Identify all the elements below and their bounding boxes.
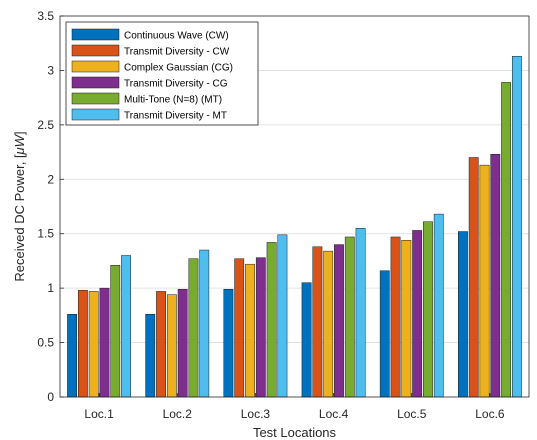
legend-swatch — [71, 44, 120, 57]
legend-swatch — [71, 92, 120, 105]
bar — [423, 221, 433, 398]
bar — [344, 236, 355, 398]
bar — [512, 56, 522, 398]
x-tick-label: Loc.4 — [319, 407, 349, 421]
bars-group — [67, 56, 522, 398]
bar — [490, 153, 501, 398]
bar — [312, 246, 323, 398]
bar — [301, 282, 312, 398]
bar — [234, 258, 245, 398]
bar — [468, 157, 479, 398]
legend: Continuous Wave (CW) Transmit Diversity -… — [65, 21, 259, 126]
grid-lines — [60, 70, 529, 343]
x-tick-label: Loc.2 — [163, 407, 193, 421]
bar — [479, 164, 490, 398]
bar — [266, 242, 277, 398]
bar — [379, 270, 390, 398]
bar — [433, 213, 444, 398]
y-tick-label: 3.5 — [37, 9, 54, 23]
bar — [390, 236, 401, 398]
bar — [145, 314, 156, 398]
y-axis-label-suffix: ] — [12, 131, 27, 135]
y-axis-label-main: Received DC Power, [ — [12, 154, 27, 282]
bar — [355, 228, 366, 398]
y-tick-label: 0 — [47, 390, 54, 404]
bar — [277, 234, 288, 398]
bar — [188, 258, 199, 398]
x-tick-label: Loc.6 — [475, 407, 505, 421]
bar — [458, 231, 468, 398]
legend-entry-label: Transmit Diversity - MT — [124, 111, 227, 122]
y-tick-label: 3 — [47, 63, 54, 77]
y-tick-label: 1 — [47, 281, 54, 295]
bar — [177, 288, 188, 398]
legend-swatch — [71, 76, 120, 89]
bar — [323, 250, 334, 398]
legend-entry-label: Transmit Diversity - CW — [124, 47, 230, 58]
legend-swatch — [71, 60, 120, 73]
x-axis-label: Test Locations — [253, 425, 337, 440]
bar — [401, 239, 412, 398]
bar — [99, 287, 110, 398]
y-axis-label: Received DC Power, [μW] — [12, 131, 27, 281]
bar — [67, 314, 77, 398]
bar — [88, 291, 99, 398]
plot-frame — [59, 15, 530, 398]
bar — [412, 230, 423, 398]
bar — [501, 82, 512, 398]
bar — [334, 244, 344, 398]
x-tick-label: Loc.1 — [84, 407, 114, 421]
bar — [77, 290, 88, 398]
bar — [199, 249, 210, 398]
bar — [156, 291, 166, 398]
y-tick-label: 1.5 — [37, 227, 54, 241]
y-axis-label-unit: μW — [12, 133, 27, 155]
x-tick-label: Loc.5 — [397, 407, 427, 421]
legend-swatch — [71, 108, 120, 121]
y-axis-ticks: 0 0.5 1 1.5 2 2.5 3 3.5 — [37, 9, 64, 404]
legend-entry-label: Continuous Wave (CW) — [124, 31, 229, 42]
x-tick-label: Loc.3 — [241, 407, 271, 421]
bar — [245, 263, 255, 398]
bar — [255, 257, 266, 398]
y-tick-label: 2 — [47, 172, 54, 186]
legend-entry-label: Multi-Tone (N=8) (MT) — [124, 95, 222, 106]
bar — [110, 265, 121, 398]
bar — [121, 255, 131, 398]
x-axis-ticks: Loc.1 Loc.2 Loc.3 Loc.4 Loc.5 Loc.6 — [84, 393, 505, 421]
legend-entry-label: Complex Gaussian (CG) — [124, 63, 233, 74]
y-tick-label: 2.5 — [37, 118, 54, 132]
bar — [166, 294, 177, 398]
bar — [223, 288, 234, 398]
legend-swatch — [71, 28, 120, 41]
y-tick-label: 0.5 — [37, 336, 54, 350]
legend-entry-label: Transmit Diversity - CG — [124, 79, 228, 90]
